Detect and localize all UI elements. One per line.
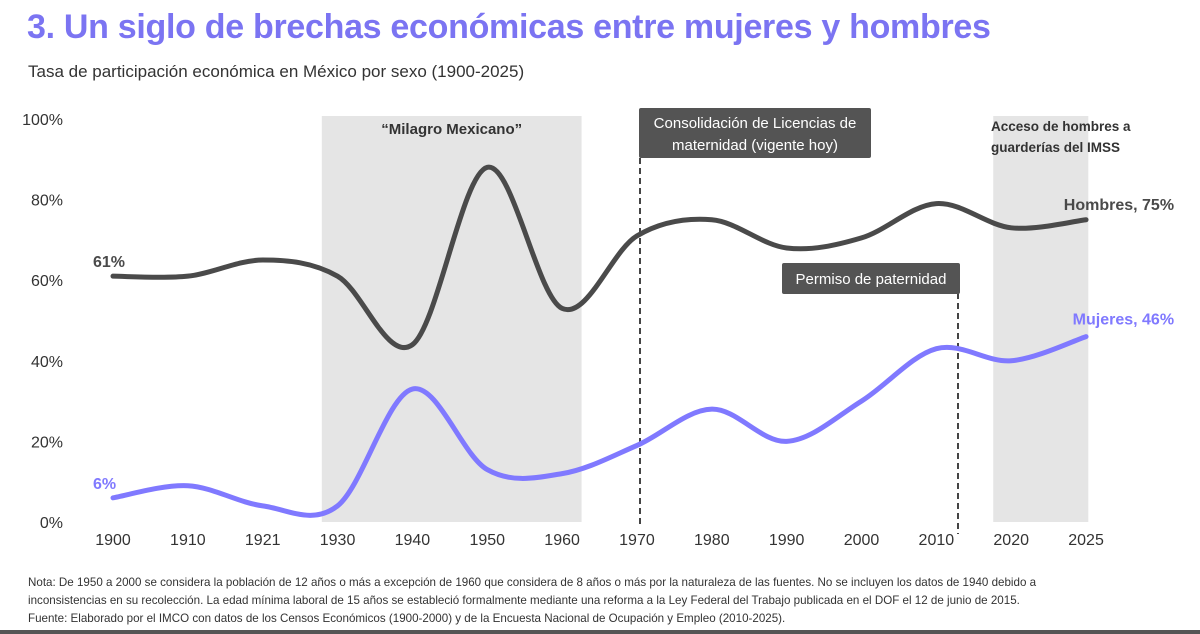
paternidad-box	[782, 263, 960, 294]
y-tick-label: 20%	[31, 434, 63, 451]
x-tick-label: 2000	[844, 532, 880, 549]
note-line-2: inconsistencias en su recolección. La ed…	[28, 594, 1020, 607]
note-line-1: Nota: De 1950 a 2000 se considera la pob…	[28, 576, 1037, 589]
x-tick-label: 1910	[170, 532, 206, 549]
x-tick-label: 2010	[919, 532, 955, 549]
x-tick-label: 1900	[95, 532, 131, 549]
x-tick-label: 1960	[544, 532, 580, 549]
mujeres-start-label: 6%	[93, 476, 116, 493]
licencias-label: Consolidación de Licencias de	[654, 115, 857, 132]
guarderias-label: guarderías del IMSS	[991, 140, 1120, 155]
source-line: Fuente: Elaborado por el IMCO con datos …	[28, 612, 786, 625]
x-tick-label: 1980	[694, 532, 730, 549]
chart: “Milagro Mexicano” Acceso de hombres a gua…	[22, 108, 1174, 549]
x-tick-label: 2020	[993, 532, 1029, 549]
paternidad-label: Permiso de paternidad	[796, 271, 947, 288]
footnotes: Nota: De 1950 a 2000 se considera la pob…	[28, 574, 1178, 628]
milagro-shade	[321, 116, 582, 522]
chart-title: 3. Un siglo de brechas económicas entre …	[27, 8, 991, 46]
hombres-line	[110, 164, 1089, 350]
x-tick-label: 1940	[395, 532, 431, 549]
hombres-start-label: 61%	[93, 254, 125, 271]
x-tick-label: 1930	[320, 532, 356, 549]
y-tick-label: 0%	[40, 515, 63, 532]
y-tick-label: 100%	[22, 112, 63, 129]
bottom-rule	[0, 630, 1200, 634]
licencias-label: maternidad (vigente hoy)	[672, 137, 838, 154]
chart-subtitle: Tasa de participación económica en Méxic…	[28, 62, 525, 81]
guarderias-shade	[993, 116, 1089, 522]
y-tick-label: 80%	[31, 193, 63, 210]
guarderias-label: Acceso de hombres a	[991, 119, 1131, 134]
milagro-label: “Milagro Mexicano”	[381, 121, 522, 138]
hombres-end-label: Hombres, 75%	[1064, 197, 1174, 214]
x-tick-label: 1950	[469, 532, 505, 549]
mujeres-line	[110, 334, 1089, 518]
x-tick-label: 1970	[619, 532, 655, 549]
mujeres-end-label: Mujeres, 46%	[1073, 312, 1174, 329]
y-tick-label: 60%	[31, 273, 63, 290]
x-tick-label: 1990	[769, 532, 805, 549]
x-tick-label: 2025	[1068, 532, 1104, 549]
y-tick-label: 40%	[31, 354, 63, 371]
licencias-box	[639, 108, 871, 158]
x-tick-label: 1921	[245, 532, 281, 549]
